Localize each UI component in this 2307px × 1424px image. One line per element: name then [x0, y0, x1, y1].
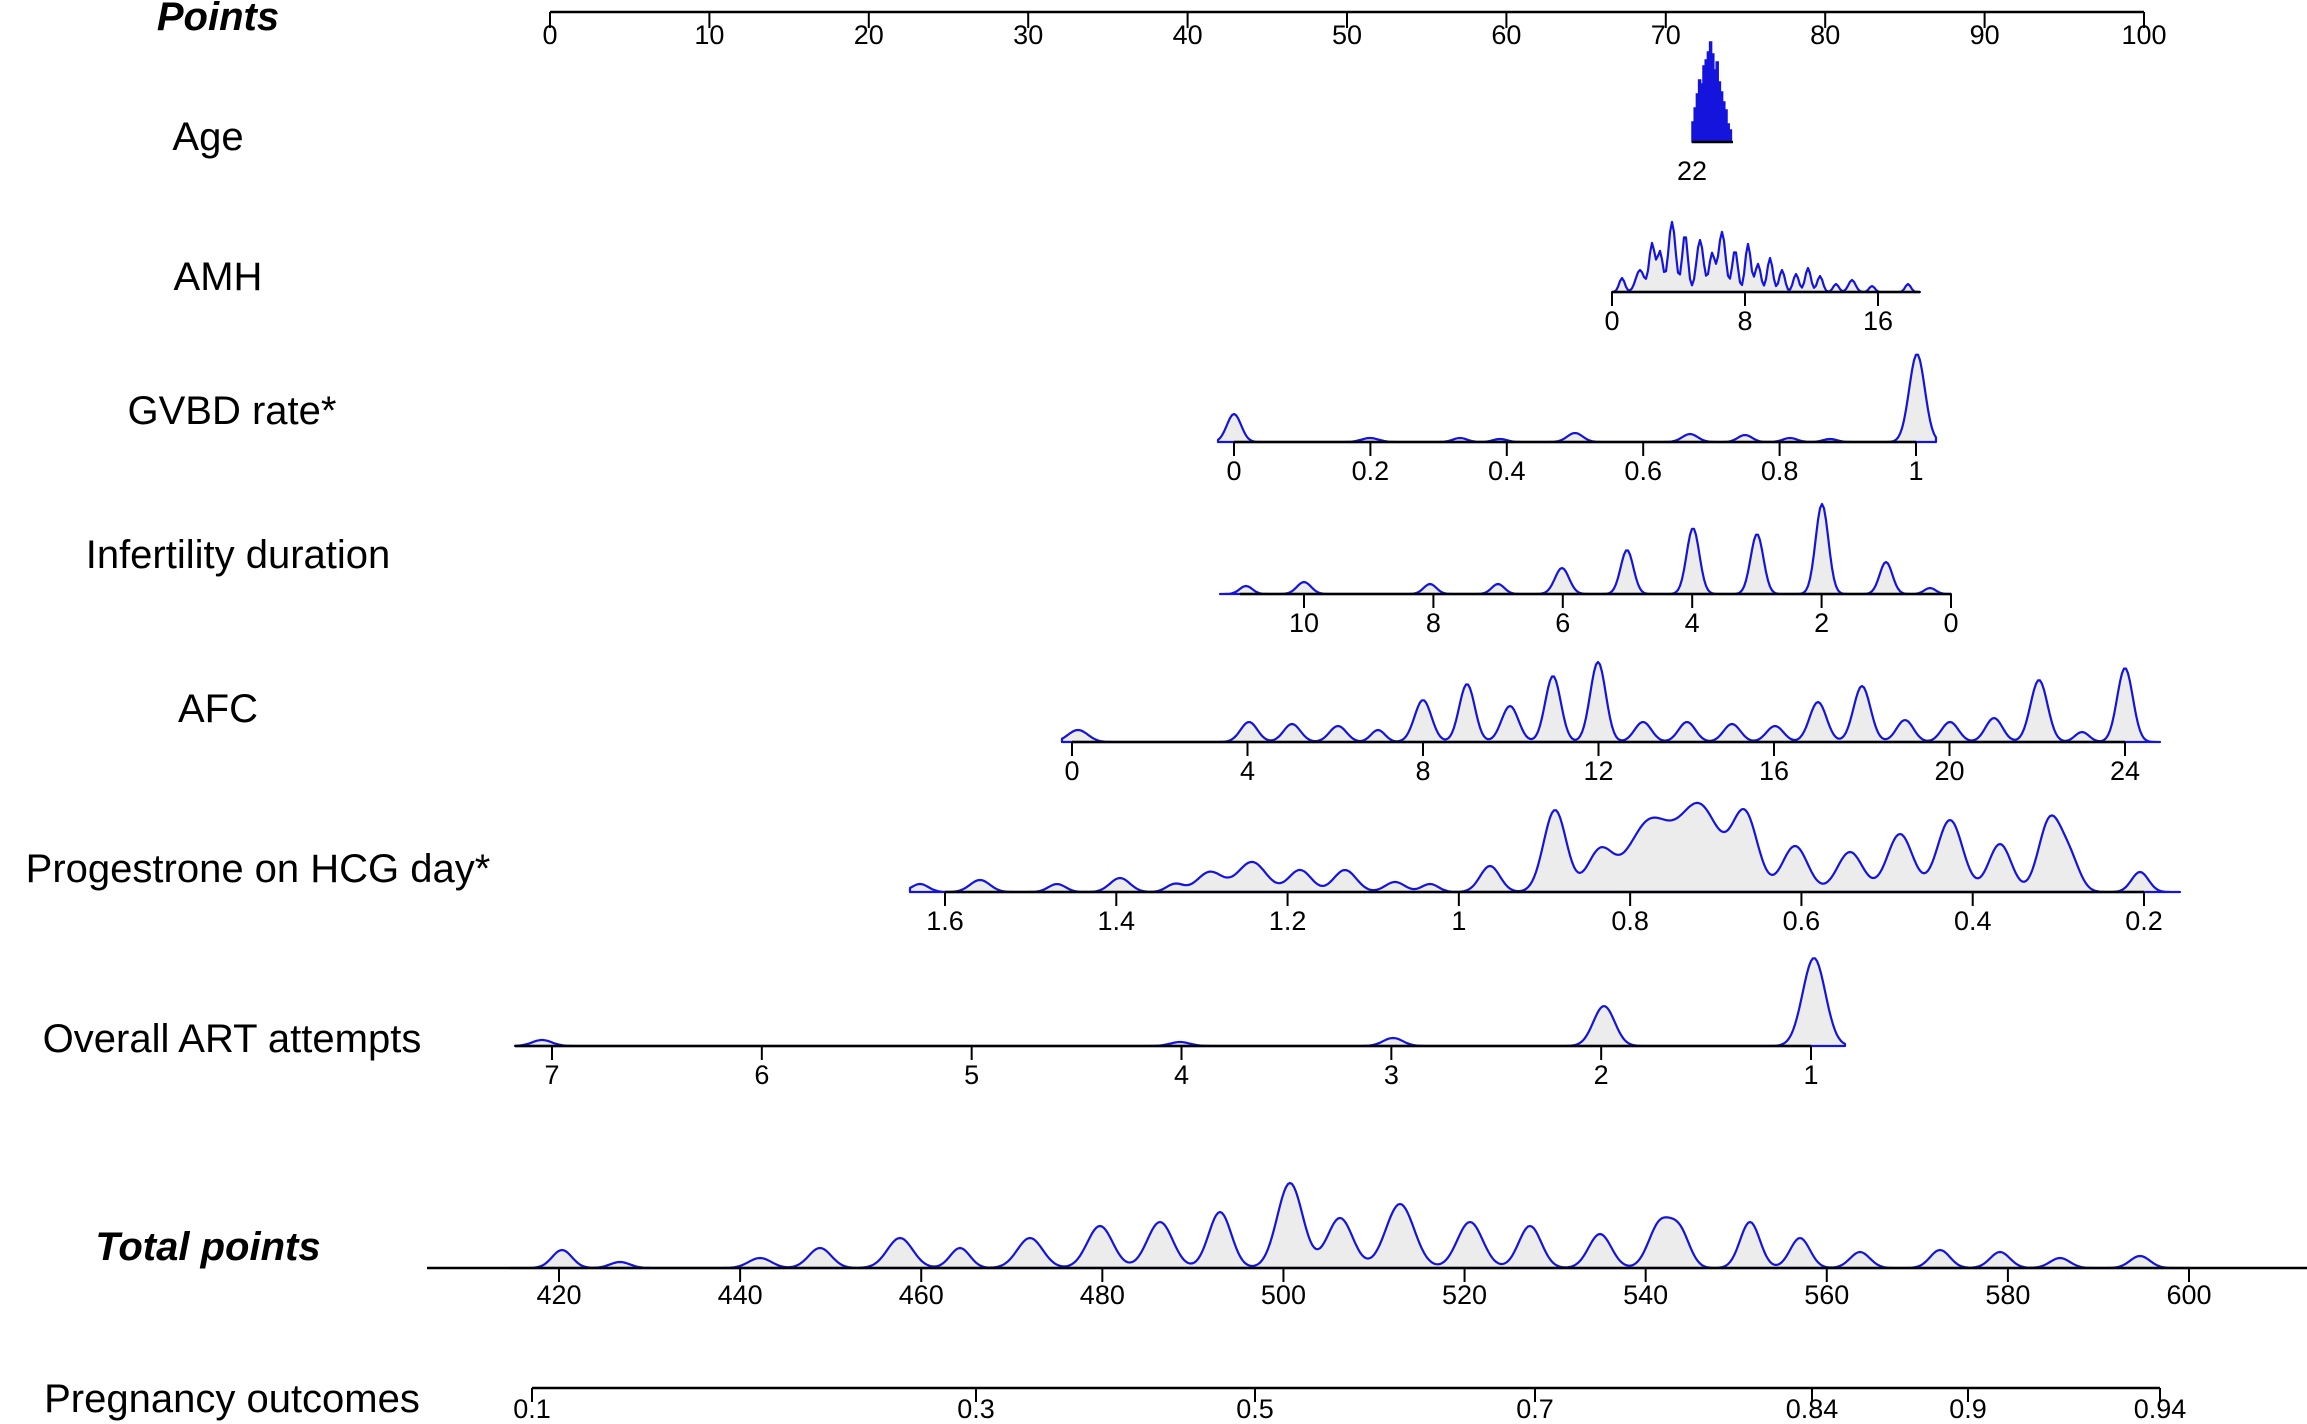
gvbd-row-label: GVBD rate*	[128, 389, 337, 433]
infertility-tick-label: 8	[1426, 608, 1441, 638]
progesterone-tick-label: 0.8	[1611, 906, 1649, 936]
points-tick-label: 80	[1810, 20, 1840, 50]
points-tick-label: 100	[2121, 20, 2166, 50]
afc-tick-label: 0	[1064, 756, 1079, 786]
total-tick-label: 420	[536, 1280, 581, 1310]
gvbd-tick-label: 0.6	[1624, 456, 1662, 486]
afc-tick-label: 16	[1759, 756, 1789, 786]
total-density-curve	[508, 1181, 2192, 1270]
outcome-tick-label: 0.84	[1786, 1394, 1839, 1424]
total-tick-label: 540	[1623, 1280, 1668, 1310]
afc-tick-label: 24	[2110, 756, 2140, 786]
gvbd-tick-label: 0.8	[1761, 456, 1799, 486]
afc-tick-label: 20	[1934, 756, 1964, 786]
outcome-row-label: Pregnancy outcomes	[44, 1377, 420, 1421]
infertility-tick-label: 4	[1685, 608, 1700, 638]
art-tick-label: 4	[1174, 1060, 1189, 1090]
total-tick-label: 460	[899, 1280, 944, 1310]
progesterone-tick-label: 1.2	[1269, 906, 1307, 936]
total-tick-label: 580	[1985, 1280, 2030, 1310]
infertility-tick-label: 2	[1814, 608, 1829, 638]
points-tick-label: 60	[1491, 20, 1521, 50]
points-row-label: Points	[157, 0, 279, 39]
total-tick-label: 600	[2166, 1280, 2211, 1310]
age-row-label: Age	[172, 115, 243, 159]
gvbd-tick-label: 0.2	[1352, 456, 1390, 486]
total-tick-label: 440	[718, 1280, 763, 1310]
total-tick-label: 500	[1261, 1280, 1306, 1310]
points-tick-label: 10	[694, 20, 724, 50]
points-tick-label: 90	[1970, 20, 2000, 50]
progesterone-density-curve	[908, 801, 2182, 894]
points-tick-label: 40	[1173, 20, 1203, 50]
age-tick-label: 22	[1677, 156, 1707, 186]
art-row-label: Overall ART attempts	[43, 1017, 422, 1061]
outcome-tick-label: 0.1	[513, 1394, 551, 1424]
progesterone-tick-label: 0.6	[1783, 906, 1821, 936]
points-tick-label: 0	[542, 20, 557, 50]
outcome-tick-label: 0.3	[957, 1394, 995, 1424]
afc-tick-label: 12	[1583, 756, 1613, 786]
gvbd-tick-label: 0	[1226, 456, 1241, 486]
gvbd-tick-label: 0.4	[1488, 456, 1526, 486]
art-tick-label: 3	[1384, 1060, 1399, 1090]
row-labels: Points Age AMH GVBD rate* Infertility durati…	[26, 0, 491, 1421]
art-tick-label: 7	[544, 1060, 559, 1090]
amh-row-label: AMH	[174, 255, 263, 299]
progesterone-tick-label: 0.2	[2125, 906, 2163, 936]
points-tick-label: 70	[1651, 20, 1681, 50]
infertility-tick-label: 10	[1289, 608, 1319, 638]
amh-tick-label: 8	[1737, 306, 1752, 336]
progesterone-tick-label: 0.4	[1954, 906, 1992, 936]
afc-row-label: AFC	[178, 687, 258, 731]
amh-tick-label: 16	[1863, 306, 1893, 336]
total-tick-label: 520	[1442, 1280, 1487, 1310]
afc-tick-label: 8	[1415, 756, 1430, 786]
age-density-histogram	[1691, 41, 1733, 144]
age-density-bar	[1728, 129, 1733, 143]
outcome-tick-label: 0.94	[2134, 1394, 2187, 1424]
progesterone-row-label: Progestrone on HCG day*	[26, 847, 491, 891]
gvbd-density-curve	[1216, 353, 1938, 444]
density-curves	[508, 41, 2192, 1270]
outcome-tick-label: 0.9	[1949, 1394, 1987, 1424]
points-tick-label: 20	[854, 20, 884, 50]
infertility-density-curve	[1218, 502, 1953, 596]
total-tick-label: 480	[1080, 1280, 1125, 1310]
amh-tick-label: 0	[1604, 306, 1619, 336]
afc-density-curve	[1060, 660, 2162, 744]
progesterone-tick-label: 1.6	[926, 906, 964, 936]
art-tick-label: 5	[964, 1060, 979, 1090]
art-tick-label: 2	[1594, 1060, 1609, 1090]
progesterone-tick-label: 1	[1451, 906, 1466, 936]
total-row-label: Total points	[95, 1225, 320, 1269]
outcome-tick-label: 0.7	[1516, 1394, 1554, 1424]
infertility-tick-label: 6	[1555, 608, 1570, 638]
points-tick-label: 30	[1013, 20, 1043, 50]
art-tick-label: 1	[1803, 1060, 1818, 1090]
gvbd-tick-label: 1	[1908, 456, 1923, 486]
points-tick-label: 50	[1332, 20, 1362, 50]
infertility-tick-label: 0	[1943, 608, 1958, 638]
art-tick-label: 6	[754, 1060, 769, 1090]
total-tick-label: 560	[1804, 1280, 1849, 1310]
outcome-tick-label: 0.5	[1236, 1394, 1274, 1424]
amh-density-curve	[1610, 220, 1922, 294]
art-density-curve	[513, 957, 1847, 1048]
afc-tick-label: 4	[1240, 756, 1255, 786]
progesterone-tick-label: 1.4	[1098, 906, 1136, 936]
infertility-row-label: Infertility duration	[86, 533, 391, 577]
